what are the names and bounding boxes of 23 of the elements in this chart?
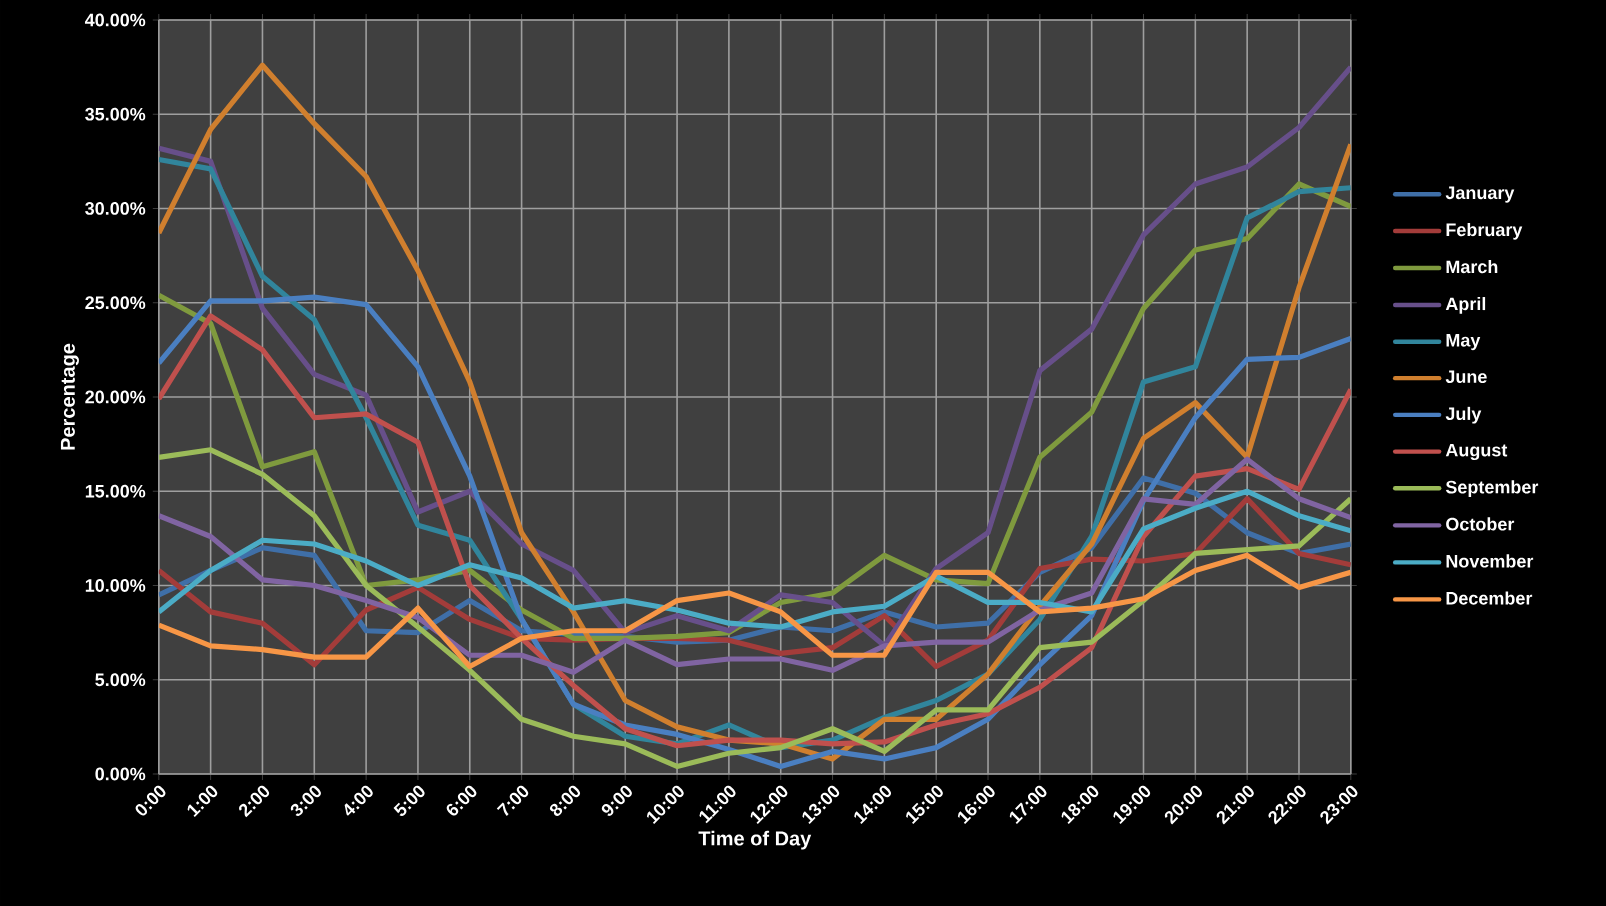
legend-label: March bbox=[1446, 259, 1498, 274]
legend-label: November bbox=[1446, 554, 1534, 568]
x-axis-title: Time of Day bbox=[698, 830, 812, 850]
legend-label: April bbox=[1445, 297, 1486, 314]
legend-label: September bbox=[1445, 480, 1539, 498]
y-tick-label: 30.00% bbox=[85, 202, 146, 215]
y-axis-title: Percentage bbox=[60, 343, 79, 450]
legend-label: December bbox=[1446, 591, 1533, 605]
y-tick-label: 40.00% bbox=[84, 13, 146, 27]
y-tick-label: 0.00% bbox=[95, 767, 146, 781]
legend-label: July bbox=[1445, 406, 1482, 424]
y-tick-label: 15.00% bbox=[85, 484, 146, 498]
legend-label: January bbox=[1445, 186, 1515, 203]
y-tick-label: 5.00% bbox=[95, 673, 146, 687]
legend-label: February bbox=[1446, 222, 1523, 240]
y-tick-label: 35.00% bbox=[85, 107, 146, 121]
y-tick-label: 25.00% bbox=[85, 296, 146, 310]
legend-label: October bbox=[1446, 517, 1515, 531]
y-tick-label: 20.00% bbox=[85, 390, 146, 404]
legend-label: June bbox=[1445, 370, 1487, 384]
y-tick-label: 10.00% bbox=[85, 579, 146, 592]
legend-label: August bbox=[1445, 443, 1508, 461]
legend-label: May bbox=[1446, 334, 1481, 351]
